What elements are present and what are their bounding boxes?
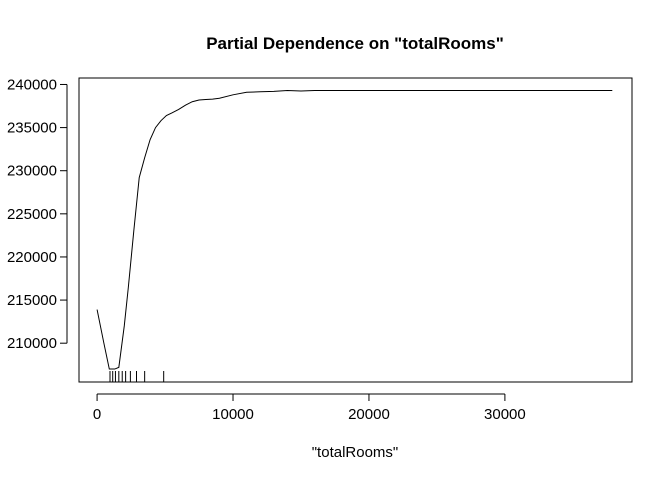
partial-dependence-line	[96, 89, 613, 370]
y-tick-label: 235000	[7, 120, 57, 137]
y-axis: 210000 215000 220000 225000 230000 235000 2400…	[7, 76, 68, 352]
y-tick-label: 210000	[7, 335, 57, 352]
x-axis: 0 10000 20000 30000	[93, 393, 526, 423]
y-tick-label: 240000	[7, 76, 57, 93]
plot-frame	[78, 77, 633, 383]
x-tick-label: 0	[93, 406, 101, 423]
y-tick-label: 225000	[7, 206, 57, 223]
x-tick-label: 20000	[348, 406, 390, 423]
y-tick-label: 220000	[7, 249, 57, 266]
chart-title: Partial Dependence on "totalRooms"	[206, 34, 504, 53]
rug-marks	[109, 371, 165, 382]
y-tick-label: 215000	[7, 292, 57, 309]
x-tick-label: 30000	[484, 406, 526, 423]
x-axis-label: "totalRooms"	[312, 444, 399, 461]
x-tick-label: 10000	[212, 406, 254, 423]
y-tick-label: 230000	[7, 163, 57, 180]
